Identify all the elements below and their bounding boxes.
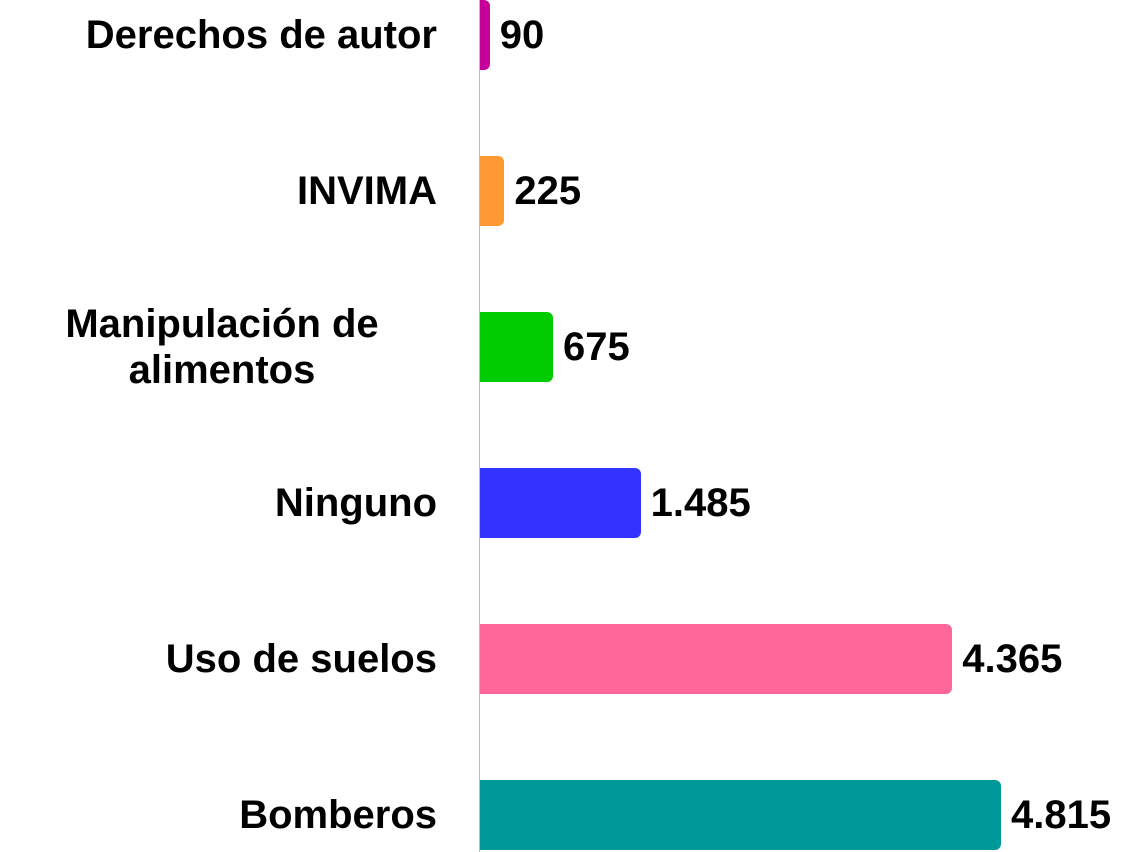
bar <box>480 0 490 70</box>
value-label: 225 <box>514 169 582 213</box>
bar <box>480 624 953 694</box>
bar <box>480 312 554 382</box>
bar <box>480 156 505 226</box>
value-label: 4.365 <box>962 637 1063 681</box>
value-label: 90 <box>499 13 545 57</box>
category-label: INVIMA <box>297 169 437 213</box>
category-label: Uso de suelos <box>165 637 437 681</box>
bar <box>480 780 1001 850</box>
category-label: Derechos de autor <box>85 13 437 57</box>
value-label: 1.485 <box>650 481 751 525</box>
category-label: Bomberos <box>239 793 437 837</box>
category-label: Ninguno <box>274 481 437 525</box>
axis-line <box>479 0 480 852</box>
value-label: 675 <box>563 325 630 369</box>
bar <box>480 468 641 538</box>
category-label: Manipulación de alimentos <box>65 302 379 392</box>
value-label: 4.815 <box>1011 793 1112 837</box>
